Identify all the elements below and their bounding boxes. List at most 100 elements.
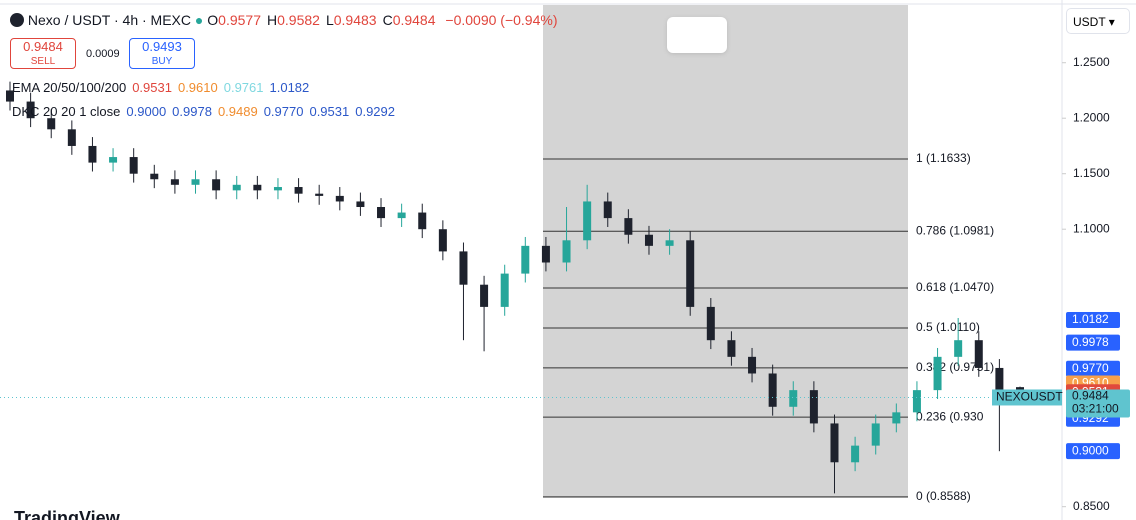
candle-body: [480, 284, 489, 307]
buy-price: 0.9493: [142, 39, 182, 54]
ema-legend[interactable]: EMA 20/50/100/200 0.9531 0.9610 0.9761 1.018…: [12, 80, 315, 95]
candle-body: [686, 240, 695, 307]
sell-button[interactable]: 0.9484 SELL: [10, 38, 76, 69]
candle-body: [789, 390, 798, 407]
candle-body: [500, 273, 509, 307]
candle-body: [47, 118, 56, 130]
currency: USDT: [1073, 15, 1106, 29]
y-tick-label: 1.2000: [1073, 110, 1110, 124]
sell-price: 0.9484: [23, 39, 63, 54]
candle-body: [335, 195, 344, 202]
indicator-value: 0.9489: [217, 104, 258, 119]
drawing-toolbar[interactable]: [667, 17, 727, 53]
candle-body: [418, 212, 427, 230]
candle-body: [933, 356, 942, 391]
candle-body: [851, 445, 860, 463]
candle-body: [129, 157, 138, 174]
candle-body: [892, 412, 901, 424]
buy-button[interactable]: 0.9493 BUY: [129, 38, 195, 69]
candle-body: [459, 251, 468, 285]
candle-body: [624, 218, 633, 235]
candle-body: [212, 179, 221, 191]
candle-body: [768, 373, 777, 407]
candle-body: [6, 90, 14, 102]
fib-range-bg: [543, 5, 908, 498]
candle-body: [748, 356, 757, 374]
price-badge: [1066, 311, 1120, 328]
last-price-symbol-bg: [992, 389, 1062, 406]
candle-body: [974, 340, 983, 368]
candle-body: [253, 184, 262, 191]
candle-body: [644, 234, 653, 246]
indicator-name: EMA 20/50/100/200: [12, 80, 127, 95]
symbol-row: Nexo / USDT · 4h · MEXC ● O0.9577 H0.9582…: [10, 12, 558, 28]
sell-label: SELL: [30, 56, 56, 67]
candle-body: [995, 367, 1004, 402]
candle-body: [397, 212, 406, 219]
price-badge-label: 0.9770: [1072, 361, 1109, 375]
fib-label: 0 (0.8588): [916, 489, 971, 503]
candle-body: [665, 240, 674, 246]
y-tick-label: 1.2500: [1073, 55, 1110, 69]
candle-body: [150, 173, 159, 180]
indicator-value: 0.9978: [172, 104, 212, 119]
indicator-value: 0.9610: [177, 80, 218, 95]
price-badge: [1066, 360, 1120, 377]
indicator-value: 0.9000: [126, 104, 167, 119]
candle-body: [88, 145, 97, 163]
ohlc-key: O: [207, 12, 219, 28]
indicator-value: 0.9292: [355, 104, 395, 119]
y-tick-label: 1.1000: [1073, 221, 1110, 235]
candle-body: [109, 157, 118, 163]
logo-icon: [10, 13, 24, 27]
ohlc-value: 0.9582: [277, 12, 320, 28]
symbol[interactable]: Nexo / USDT · 4h · MEXC: [27, 12, 192, 28]
indicator-name: DKC 20 20 1 close: [12, 104, 121, 119]
candle-body: [67, 129, 76, 146]
indicator-value: 0.9531: [132, 80, 172, 95]
candle-body: [830, 423, 839, 463]
fib-label: 0.618 (1.0470): [916, 280, 994, 294]
fib-label: 1 (1.1633): [916, 151, 971, 165]
ohlc-key: C: [382, 12, 393, 28]
price-badge-label: 0.9000: [1072, 443, 1109, 457]
candle-body: [273, 187, 282, 191]
candle-body: [377, 207, 386, 219]
currency-select[interactable]: USDT ▾: [1066, 8, 1130, 34]
last-price-countdown: 03:21:00: [1072, 402, 1119, 416]
price-badge-label: 1.0182: [1072, 312, 1109, 326]
ohlc-key: L: [325, 12, 334, 28]
last-price-symbol: NEXOUSDT: [996, 390, 1063, 404]
candle-body: [603, 201, 612, 219]
candle-body: [521, 245, 530, 274]
candle-body: [727, 340, 736, 357]
candle-body: [438, 229, 447, 252]
ohlc-value: 0.9577: [218, 12, 261, 28]
fib-label: 0.236 (0.930: [916, 409, 984, 423]
candle-body: [583, 201, 592, 241]
candle-body: [562, 240, 571, 263]
price-badge: [1066, 443, 1120, 460]
indicator-value: 0.9761: [223, 80, 264, 95]
dkc-legend[interactable]: DKC 20 20 1 close 0.9000 0.9978 0.9489 0.977…: [12, 104, 401, 119]
status-dot: ●: [194, 12, 204, 28]
candle-body: [706, 306, 715, 341]
fib-label: 0.786 (1.0981): [916, 223, 994, 237]
last-price-badge: [1066, 389, 1130, 418]
y-tick-label: 1.1500: [1073, 166, 1110, 180]
candle-body: [356, 201, 365, 208]
candle-body: [541, 245, 550, 263]
ohlc-key: H: [266, 12, 278, 28]
price-badge-label: 0.9978: [1072, 335, 1109, 349]
candle-body: [26, 101, 35, 119]
y-tick-label: 0.8500: [1073, 499, 1110, 513]
price-badge: [1066, 334, 1120, 351]
candle-body: [232, 184, 241, 191]
candle-body: [809, 390, 818, 424]
candle-body: [871, 423, 880, 446]
candle-body: [294, 187, 303, 194]
candle-body: [191, 179, 200, 185]
candle-body: [912, 390, 921, 413]
indicator-value: 1.0182: [269, 80, 310, 95]
